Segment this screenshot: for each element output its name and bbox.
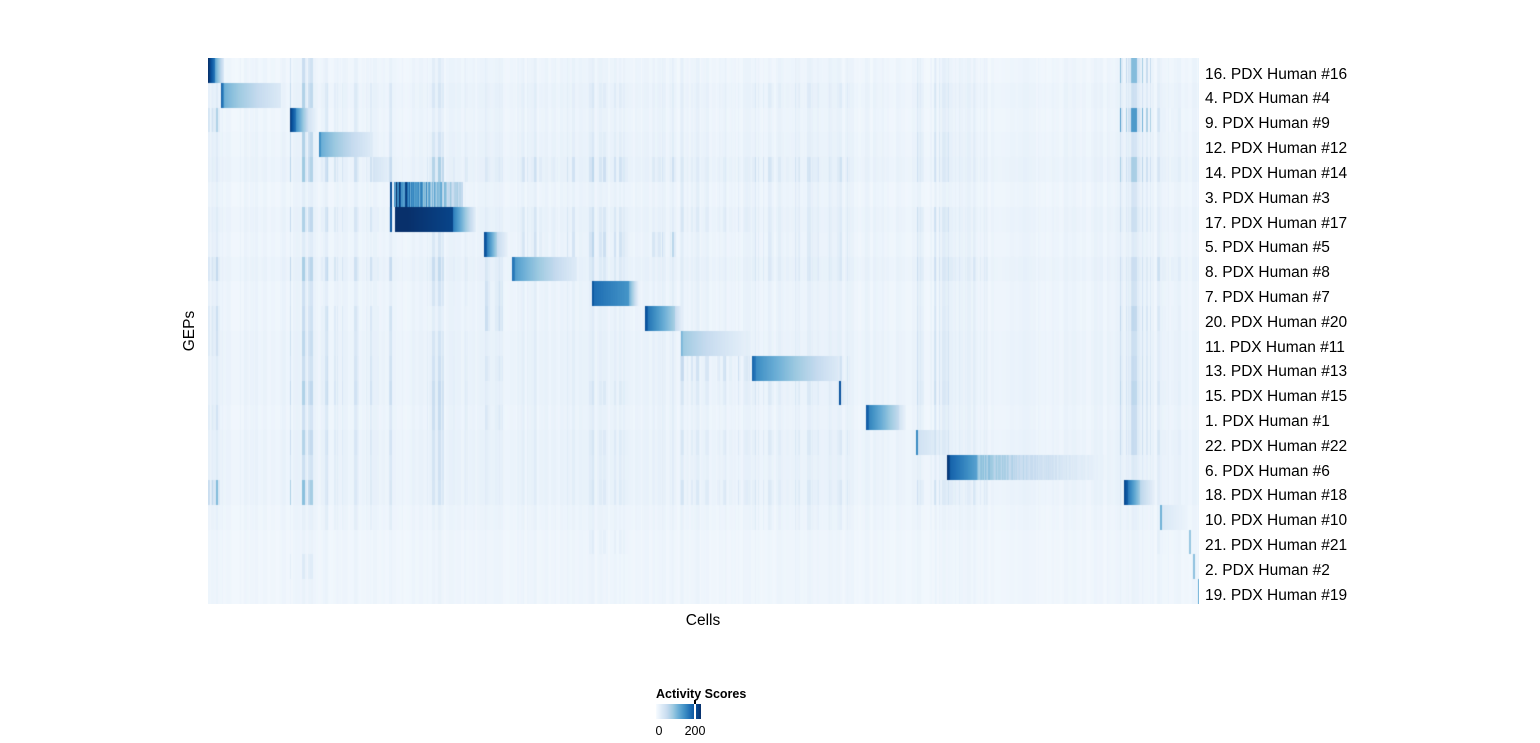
row-label: 17. PDX Human #17 <box>1205 214 1348 232</box>
legend: Activity Scores 0 200 <box>656 688 796 743</box>
row-label: 18. PDX Human #18 <box>1205 487 1348 505</box>
row-label: 22. PDX Human #22 <box>1205 437 1348 455</box>
legend-tick-label-200: 200 <box>684 724 706 738</box>
row-label: 4. PDX Human #4 <box>1205 90 1330 108</box>
row-label: 7. PDX Human #7 <box>1205 288 1330 306</box>
row-label: 16. PDX Human #16 <box>1205 65 1348 83</box>
row-label: 9. PDX Human #9 <box>1205 115 1330 133</box>
legend-tick-mark-inner <box>694 704 696 719</box>
heatmap-canvas <box>208 58 1199 604</box>
x-axis-label: Cells <box>685 612 721 629</box>
row-label: 11. PDX Human #11 <box>1205 338 1345 356</box>
row-label: 6. PDX Human #6 <box>1205 462 1330 480</box>
legend-tick-labels: 0 200 <box>656 724 756 738</box>
row-label: 13. PDX Human #13 <box>1205 363 1348 381</box>
row-label: 10. PDX Human #10 <box>1205 512 1348 530</box>
row-label: 8. PDX Human #8 <box>1205 264 1330 282</box>
legend-colorbar <box>656 700 701 719</box>
row-label: 14. PDX Human #14 <box>1205 164 1348 182</box>
y-axis-label: GEPs <box>181 310 198 352</box>
row-label: 20. PDX Human #20 <box>1205 313 1348 331</box>
row-label: 15. PDX Human #15 <box>1205 388 1348 406</box>
row-labels-container: 16. PDX Human #16 4. PDX Human #4 9. PDX H… <box>1205 58 1535 604</box>
legend-tick-mark <box>694 700 696 704</box>
legend-title: Activity Scores <box>656 687 747 701</box>
row-label: 2. PDX Human #2 <box>1205 561 1330 579</box>
row-label: 1. PDX Human #1 <box>1205 413 1330 431</box>
legend-tick-label-0: 0 <box>655 724 663 738</box>
row-label: 3. PDX Human #3 <box>1205 189 1330 207</box>
row-label: 19. PDX Human #19 <box>1205 586 1348 604</box>
row-label: 5. PDX Human #5 <box>1205 239 1330 257</box>
row-label: 12. PDX Human #12 <box>1205 140 1348 158</box>
row-label: 21. PDX Human #21 <box>1205 537 1348 555</box>
